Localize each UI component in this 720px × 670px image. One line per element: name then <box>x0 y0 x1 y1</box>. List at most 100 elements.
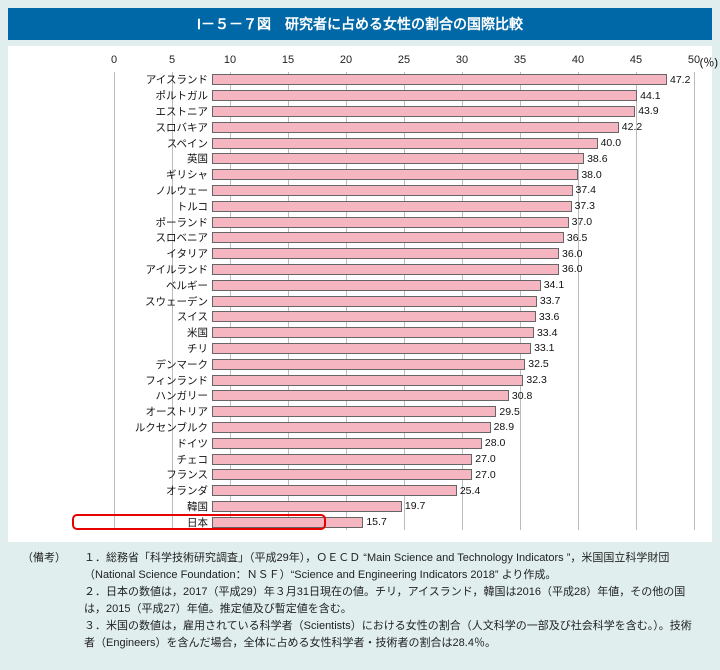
bar-row: フィンランド 32.3 <box>114 372 694 388</box>
category-label: 米国 <box>114 325 212 340</box>
bar-row: トルコ 37.3 <box>114 198 694 214</box>
x-tick: 35 <box>514 54 526 66</box>
note-lead <box>22 584 84 618</box>
bar-value: 36.0 <box>562 248 582 260</box>
bar <box>212 280 541 291</box>
bar-value: 34.1 <box>544 279 564 291</box>
bar-value: 27.0 <box>475 453 495 465</box>
bar-value: 32.5 <box>528 358 548 370</box>
bar-value: 38.6 <box>587 153 607 165</box>
bar-row: 韓国19.7 <box>114 499 694 515</box>
bar-row: エストニア43.9 <box>114 104 694 120</box>
x-tick: 20 <box>340 54 352 66</box>
category-label: フランス <box>114 467 212 482</box>
category-label: オランダ <box>114 483 212 498</box>
note-lead: （備考） <box>22 550 84 584</box>
bar-row: デンマーク32.5 <box>114 356 694 372</box>
bar <box>212 185 573 196</box>
bar-value: 32.3 <box>526 374 546 386</box>
bar-row: ルクセンブルク28.9 <box>114 420 694 436</box>
bar-row: スイス33.6 <box>114 309 694 325</box>
bar-value: 36.5 <box>567 232 587 244</box>
bar <box>212 169 578 180</box>
x-tick: 10 <box>224 54 236 66</box>
footnotes: （備考）１．総務省「科学技術研究調査」（平成29年），ＯＥＣＤ “Main Sc… <box>8 542 712 662</box>
note-text: ２．日本の数値は，2017（平成29）年３月31日現在の値。チリ，アイスランド，… <box>84 584 698 618</box>
bar <box>212 201 572 212</box>
x-tick: 5 <box>169 54 175 66</box>
bar <box>212 485 457 496</box>
bar-value: 43.9 <box>638 105 658 117</box>
bar-value: 33.1 <box>534 342 554 354</box>
bar-value: 47.2 <box>670 74 690 86</box>
bar-row: アイスランド 47.2 <box>114 72 694 88</box>
bar-row: アイルランド36.0 <box>114 262 694 278</box>
bar <box>212 153 584 164</box>
bar <box>212 469 472 480</box>
bar <box>212 248 559 259</box>
x-tick: 25 <box>398 54 410 66</box>
bar <box>212 359 525 370</box>
note-text: ３．米国の数値は，雇用されている科学者（Scientists）における女性の割合… <box>84 618 698 652</box>
bar-row: スロバキア42.2 <box>114 119 694 135</box>
bar-row: フランス27.0 <box>114 467 694 483</box>
bar-value: 19.7 <box>405 500 425 512</box>
bar-value: 28.0 <box>485 437 505 449</box>
category-label: 日本 <box>114 515 212 530</box>
bar-row: スロベニア36.5 <box>114 230 694 246</box>
bar-value: 29.5 <box>499 406 519 418</box>
category-label: スペイン <box>114 136 212 151</box>
bar-value: 37.3 <box>575 200 595 212</box>
bar-value: 25.4 <box>460 485 480 497</box>
category-label: チリ <box>114 341 212 356</box>
bar-value: 33.7 <box>540 295 560 307</box>
bar-value: 28.9 <box>494 421 514 433</box>
category-label: ベルギー <box>114 278 212 293</box>
x-tick: 40 <box>572 54 584 66</box>
bar-value: 15.7 <box>366 516 386 528</box>
bar-row: オーストリア 29.5 <box>114 404 694 420</box>
category-label: トルコ <box>114 199 212 214</box>
x-tick: 30 <box>456 54 468 66</box>
bar-value: 42.2 <box>622 121 642 133</box>
bar <box>212 296 537 307</box>
category-label: ポーランド <box>114 215 212 230</box>
note-lead <box>22 618 84 652</box>
bar <box>212 217 569 228</box>
x-tick: 45 <box>630 54 642 66</box>
panel: Ⅰ－５－７図 研究者に占める女性の割合の国際比較 (％) 05101520253… <box>0 0 720 670</box>
bar-value: 38.0 <box>581 169 601 181</box>
bar <box>212 406 496 417</box>
bar-row: スペイン 40.0 <box>114 135 694 151</box>
bar-row: 英国38.6 <box>114 151 694 167</box>
category-label: スウェーデン <box>114 294 212 309</box>
note-text: １．総務省「科学技術研究調査」（平成29年），ＯＥＣＤ “Main Scienc… <box>84 550 698 584</box>
bar <box>212 90 637 101</box>
bar-value: 30.8 <box>512 390 532 402</box>
bar-row: 日本 15.7 <box>114 514 694 530</box>
bar-row: ハンガリー30.8 <box>114 388 694 404</box>
bar <box>212 232 564 243</box>
bar-row: ベルギー 34.1 <box>114 277 694 293</box>
x-tick: 15 <box>282 54 294 66</box>
bar <box>212 501 402 512</box>
bar <box>212 311 536 322</box>
bar-row: ノルウェー37.4 <box>114 183 694 199</box>
bar-row: チリ 33.1 <box>114 341 694 357</box>
bar <box>212 375 523 386</box>
category-label: イタリア <box>114 246 212 261</box>
bar-row: ポルトガル 44.1 <box>114 88 694 104</box>
category-label: アイスランド <box>114 72 212 87</box>
category-label: ノルウェー <box>114 183 212 198</box>
bar-value: 40.0 <box>601 137 621 149</box>
category-label: ポルトガル <box>114 88 212 103</box>
x-tick: 0 <box>111 54 117 66</box>
category-label: フィンランド <box>114 373 212 388</box>
category-label: オーストリア <box>114 404 212 419</box>
bar-row: チェコ27.0 <box>114 451 694 467</box>
bar <box>212 343 531 354</box>
bar <box>212 454 472 465</box>
bar <box>212 138 598 149</box>
bar-value: 44.1 <box>640 90 660 102</box>
bar <box>212 438 482 449</box>
